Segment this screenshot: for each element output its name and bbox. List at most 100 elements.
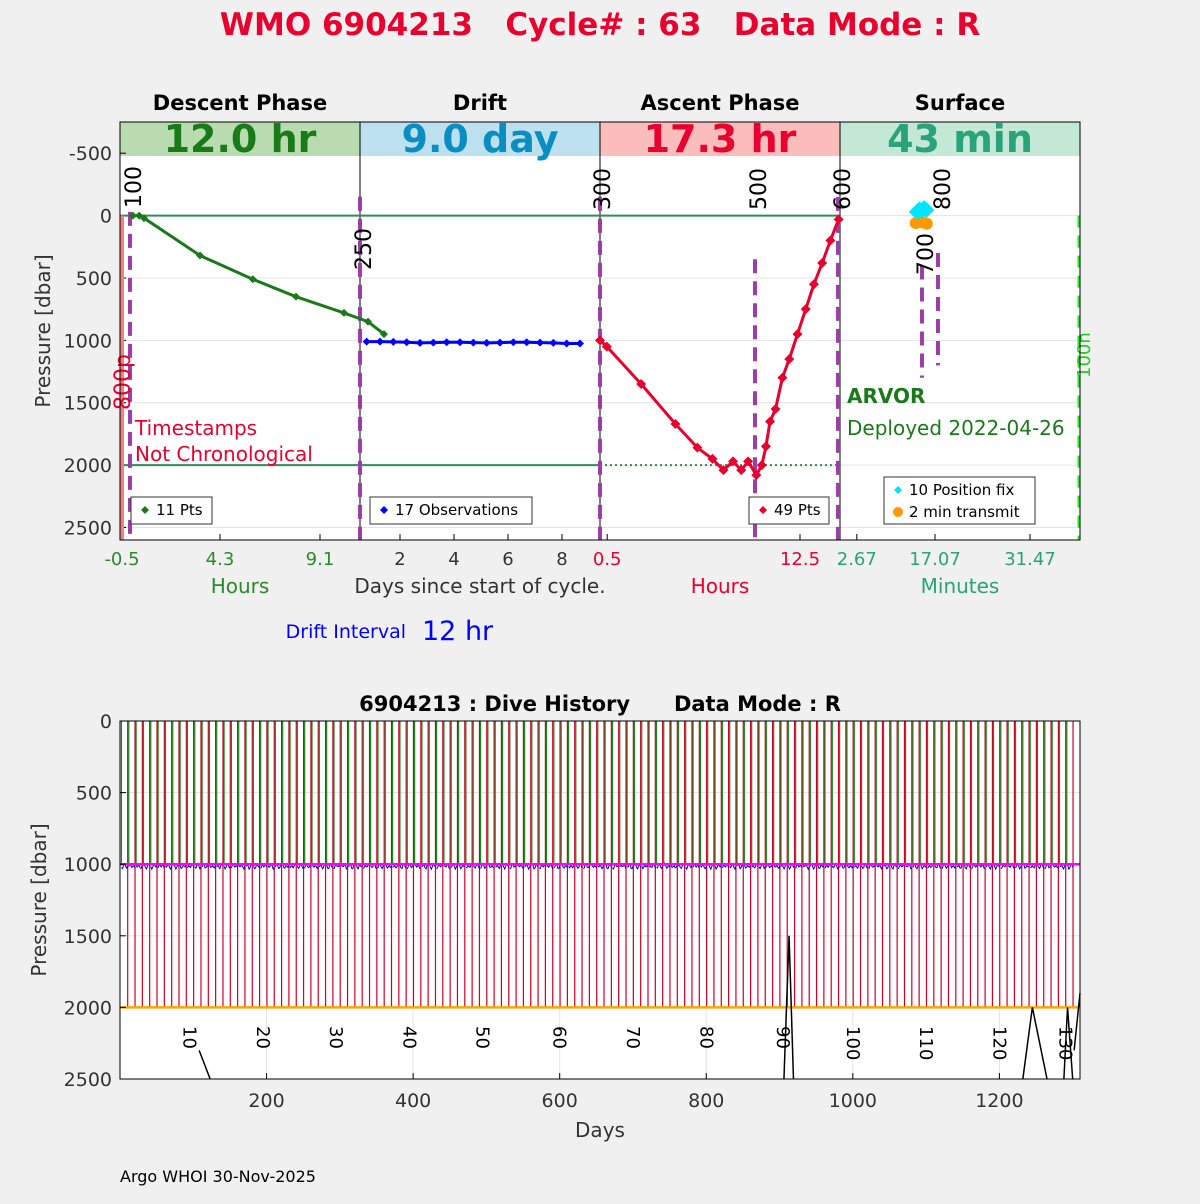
history-x-tick-label: 600 (542, 1090, 578, 1112)
legend-marker (759, 506, 767, 514)
data-point (765, 416, 776, 427)
data-point (920, 217, 933, 230)
drift-trace (495, 863, 502, 870)
marker-label-800p: 800p (111, 354, 136, 410)
data-point (536, 338, 544, 347)
drift-trace (941, 862, 949, 870)
data-point (760, 441, 771, 452)
data-point (576, 339, 584, 348)
data-point (743, 456, 754, 467)
legend-text: 11 Pts (156, 501, 203, 519)
legend-marker (380, 506, 388, 514)
history-y-tick-label: 0 (100, 711, 112, 733)
x-unit-descent: Hours (211, 574, 270, 598)
drift-trace (524, 863, 532, 871)
cycle-number-label: 80 (695, 1026, 716, 1049)
x-tick-label-drift: 4 (448, 549, 459, 570)
drift-trace (355, 863, 363, 871)
cycle-interval-trace (198, 1050, 211, 1080)
marker-label-500: 500 (747, 168, 772, 210)
data-point (496, 338, 504, 347)
history-y-tick-label: 1500 (64, 926, 112, 948)
data-point (128, 211, 137, 220)
drift-trace (135, 864, 143, 869)
duration-band-surface (840, 122, 1080, 156)
duration-descent: 12.0 hr (164, 117, 317, 161)
history-x-tick-label: 200 (248, 1090, 284, 1112)
drift-trace (978, 864, 986, 869)
y-tick-label: 1000 (64, 330, 112, 352)
drift-trace (1015, 862, 1023, 871)
cycle-number-label: 90 (772, 1026, 793, 1049)
x-tick-label-surface: 17.07 (909, 549, 961, 570)
data-point (522, 338, 531, 347)
dive-history-panel: 10 20 30 40 50 60 70 80 90 100 110 120 130 0 500 1000 1… (64, 711, 1081, 1112)
data-point (362, 337, 371, 346)
data-point (601, 341, 612, 352)
data-point (469, 338, 478, 347)
data-point (728, 456, 739, 467)
marker-label-250: 250 (352, 228, 377, 270)
cycle-number-label: 130 (1054, 1026, 1075, 1060)
drift-trace (817, 864, 825, 869)
data-point (292, 292, 300, 301)
cycle-interval-trace (1063, 1007, 1074, 1080)
data-point (692, 442, 703, 453)
drift-trace (384, 863, 392, 870)
legend-text: 10 Position fix (909, 481, 1014, 499)
duration-ascent: 17.3 hr (644, 117, 797, 161)
history-y-tick-label: 2500 (64, 1069, 112, 1091)
cycle-number-label: 120 (988, 1026, 1009, 1060)
x-tick-label-drift: 8 (556, 549, 567, 570)
phase-title-surface: Surface (915, 91, 1005, 115)
cycle-number-label: 100 (842, 1026, 863, 1060)
data-point (636, 379, 647, 390)
data-point (248, 275, 257, 284)
history-x-axis-label: Days (575, 1118, 625, 1142)
cycle-interval-trace (1022, 1007, 1048, 1080)
marker-label-300: 300 (591, 168, 616, 210)
cycle-number-label: 50 (472, 1026, 493, 1049)
cycle-number-label: 20 (252, 1026, 273, 1049)
phase-title-ascent: Ascent Phase (641, 91, 800, 115)
drift-trace (538, 864, 546, 870)
drift-trace (1059, 863, 1067, 871)
drift-trace (949, 863, 957, 869)
data-point (376, 337, 384, 346)
data-point (456, 338, 464, 347)
data-point (833, 214, 844, 225)
duration-band-drift (360, 122, 600, 156)
drift-trace (597, 863, 605, 870)
data-point (918, 201, 935, 218)
data-point (777, 372, 788, 383)
duration-band-ascent (600, 122, 840, 156)
y-tick-label: 2000 (64, 455, 112, 477)
cycle-number-label: 70 (622, 1026, 643, 1049)
x-tick-label-descent: 9.1 (306, 549, 335, 570)
legend-text: 49 Pts (774, 501, 821, 519)
drift-interval-value: 12 hr (422, 616, 494, 647)
duration-drift: 9.0 day (402, 117, 559, 161)
cycle-interval-trace (1073, 993, 1081, 1051)
drift-trace (458, 863, 465, 870)
top-x-caption: Days since start of cycle. (354, 574, 605, 598)
top-y-axis-label: Pressure [dbar] (31, 254, 55, 407)
duration-surface: 43 min (887, 117, 1033, 161)
data-point (442, 338, 451, 347)
drift-trace (1037, 862, 1045, 870)
data-point (670, 418, 681, 429)
data-point (364, 317, 372, 326)
y-tick-label: 1500 (64, 393, 112, 415)
marker-label-100: 100 (122, 166, 147, 208)
phase-title-drift: Drift (453, 91, 507, 115)
data-point (770, 403, 781, 414)
y-tick-label: -500 (69, 143, 112, 165)
y-tick-label: 2500 (64, 518, 112, 540)
start-bar (120, 215, 124, 540)
phase-title-descent: Descent Phase (153, 91, 327, 115)
drift-trace (963, 862, 971, 870)
data-point (482, 338, 491, 347)
legend-marker (893, 507, 903, 517)
data-point (389, 337, 398, 346)
